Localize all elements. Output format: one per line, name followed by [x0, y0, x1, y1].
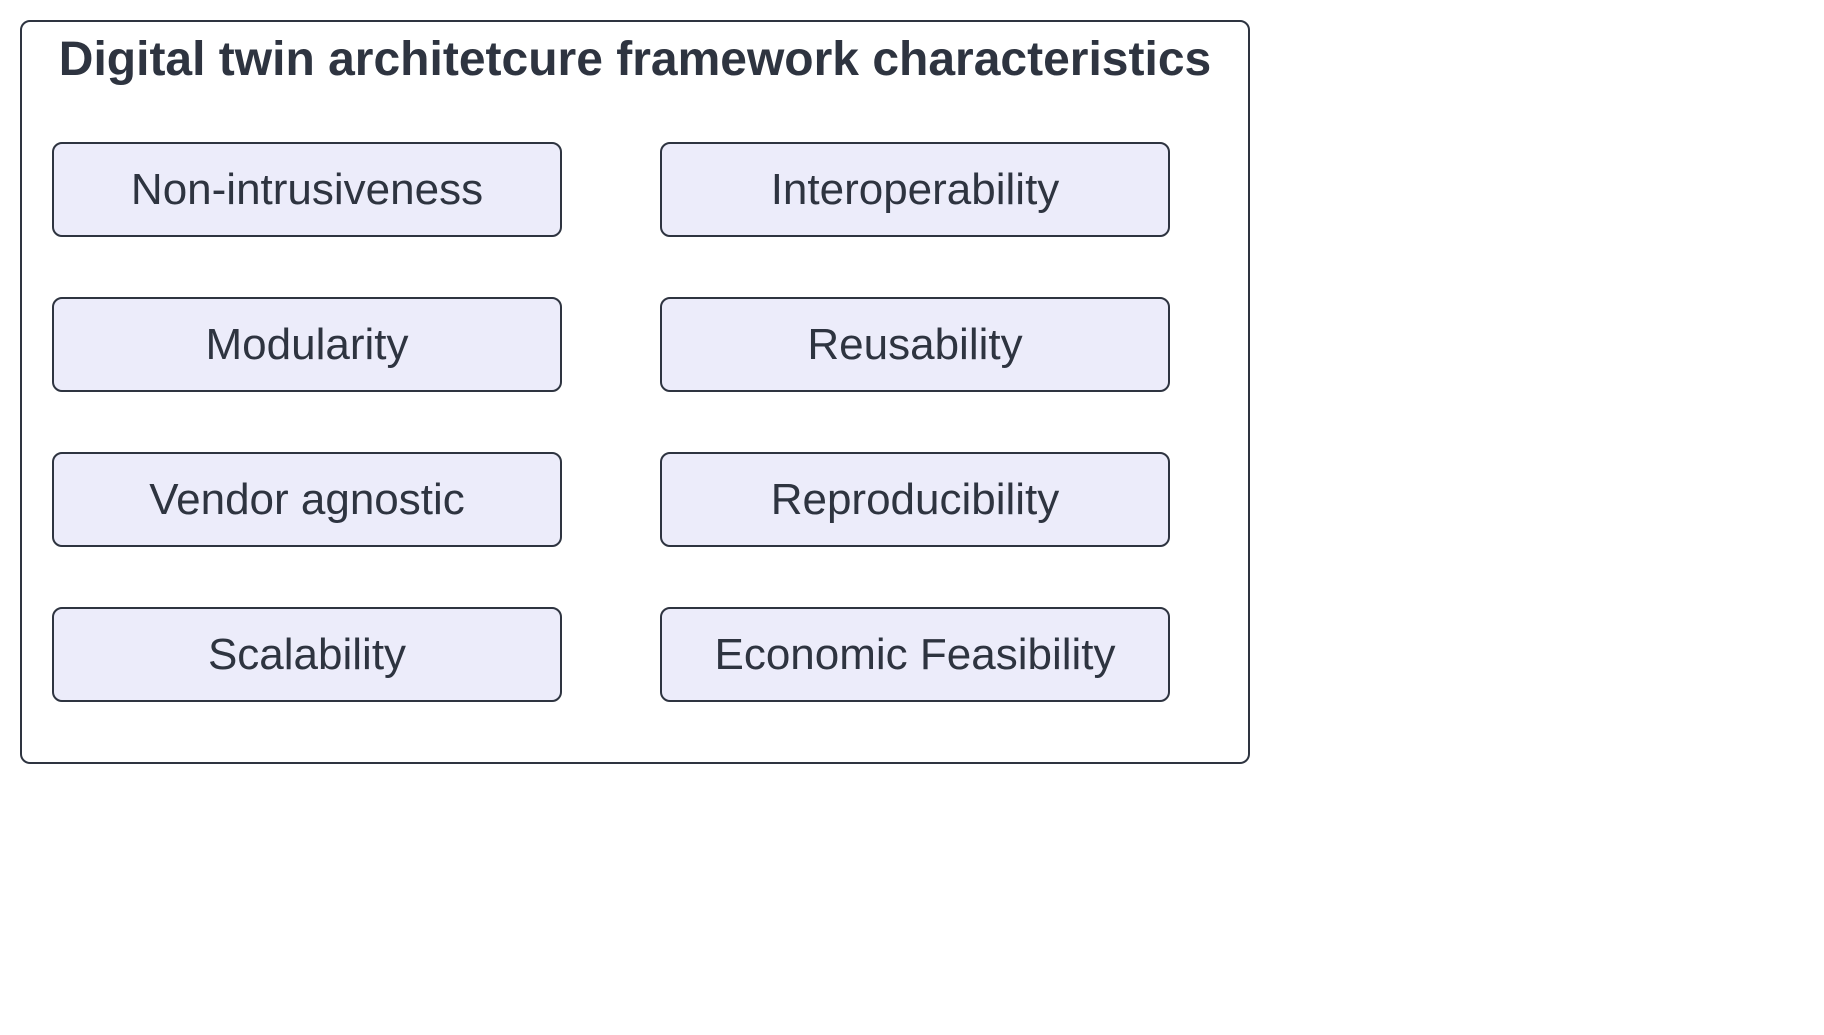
characteristic-label: Vendor agnostic: [149, 475, 465, 525]
characteristic-label: Modularity: [206, 320, 409, 370]
framework-container: Digital twin architetcure framework char…: [20, 20, 1250, 764]
characteristic-label: Scalability: [208, 630, 406, 680]
characteristics-grid: Non-intrusiveness Interoperability Modul…: [52, 142, 1218, 702]
diagram-title: Digital twin architetcure framework char…: [52, 32, 1218, 87]
characteristic-label: Economic Feasibility: [714, 630, 1115, 680]
characteristic-label: Reusability: [807, 320, 1022, 370]
characteristic-box: Modularity: [52, 297, 562, 392]
characteristic-box: Economic Feasibility: [660, 607, 1170, 702]
characteristic-box: Reusability: [660, 297, 1170, 392]
characteristic-label: Reproducibility: [771, 475, 1060, 525]
characteristic-label: Non-intrusiveness: [131, 165, 483, 215]
characteristic-box: Scalability: [52, 607, 562, 702]
characteristic-label: Interoperability: [771, 165, 1060, 215]
characteristic-box: Reproducibility: [660, 452, 1170, 547]
characteristic-box: Vendor agnostic: [52, 452, 562, 547]
characteristic-box: Interoperability: [660, 142, 1170, 237]
characteristic-box: Non-intrusiveness: [52, 142, 562, 237]
